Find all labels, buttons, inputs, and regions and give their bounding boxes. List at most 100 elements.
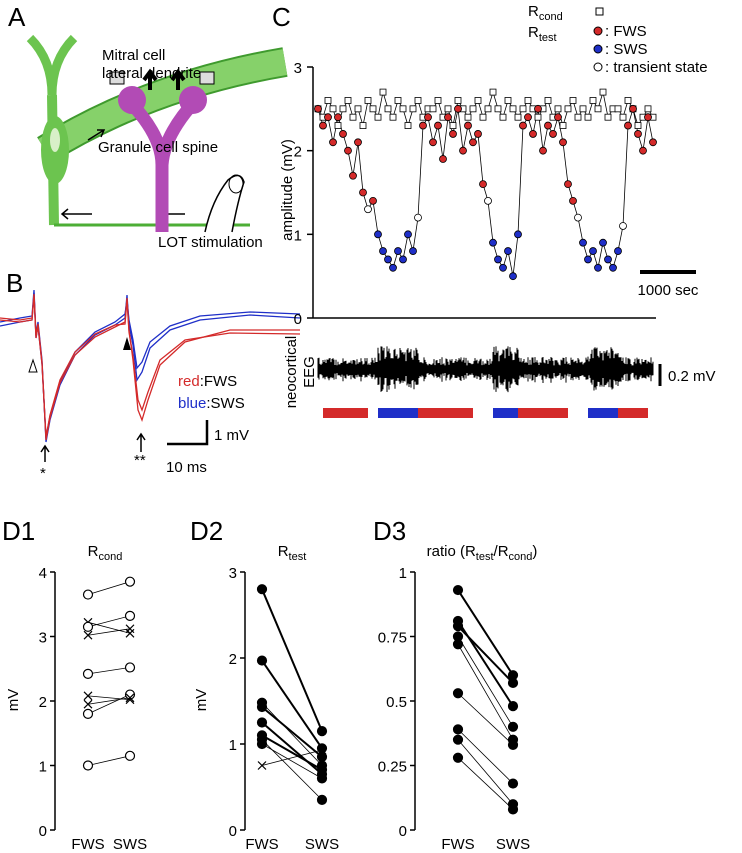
cross-marker	[125, 624, 135, 634]
circle-marker	[444, 113, 452, 122]
circle-marker	[399, 255, 407, 264]
text-part: )	[532, 543, 537, 560]
square-marker	[504, 97, 512, 104]
y-tick-label: 0	[229, 823, 237, 840]
dot-marker	[316, 725, 328, 737]
mitral-nucleus	[50, 128, 60, 152]
legend-label: blue:SWS	[178, 395, 245, 412]
dot-marker	[316, 743, 328, 754]
square-marker	[469, 105, 477, 113]
state-bar	[518, 408, 568, 418]
square-marker	[389, 113, 397, 121]
y-tick-label: 1	[229, 737, 237, 754]
eeg-label: neocortical	[283, 336, 300, 409]
square-marker	[489, 88, 497, 96]
eeg-label: EEG	[301, 356, 318, 388]
circle-marker	[524, 113, 532, 122]
circle-marker	[614, 247, 622, 255]
legend-text: :SWS	[206, 395, 244, 412]
circle-marker	[584, 255, 592, 264]
y-tick-label: 0	[39, 823, 47, 840]
circle-marker	[559, 138, 567, 147]
square-marker	[409, 105, 417, 113]
square-marker	[334, 122, 342, 129]
square-marker	[589, 97, 597, 104]
text-part: R	[88, 543, 99, 560]
square-marker	[429, 105, 437, 113]
square-marker	[434, 97, 442, 104]
circle-marker	[594, 263, 602, 272]
y-axis-label: mV	[193, 689, 210, 712]
circle-marker	[82, 621, 94, 632]
traces	[0, 289, 301, 443]
square-marker	[594, 105, 602, 113]
square-marker	[494, 105, 502, 113]
pair-line	[261, 749, 323, 766]
circle-marker	[484, 196, 492, 205]
square-marker	[544, 97, 552, 104]
square-marker	[339, 105, 347, 113]
y-tick-label: 3	[229, 565, 237, 582]
square-marker	[374, 113, 382, 121]
cross-marker	[83, 691, 93, 701]
circle-marker	[369, 196, 377, 205]
square-marker	[464, 113, 472, 121]
circle-marker	[569, 196, 577, 205]
circle-marker	[359, 188, 367, 197]
chart-title: Rtest	[278, 543, 307, 563]
pair-line	[261, 743, 323, 779]
square-marker	[384, 105, 392, 113]
square-marker	[619, 113, 627, 121]
circle-marker	[514, 230, 522, 239]
square-marker	[324, 97, 332, 104]
square-marker	[404, 122, 412, 129]
circle-marker	[634, 130, 642, 138]
circle-marker	[599, 238, 607, 247]
circle-marker	[479, 180, 487, 189]
y-tick-label: 1	[399, 565, 407, 582]
dot-marker	[452, 621, 464, 632]
legend-marker	[593, 62, 603, 72]
pair-line	[261, 734, 323, 771]
circle-marker	[604, 255, 612, 264]
circle-marker	[389, 263, 397, 272]
synapse-box	[109, 71, 125, 85]
circle-marker	[82, 760, 94, 771]
circle-marker	[124, 576, 136, 587]
subscript: cond	[98, 551, 122, 563]
legend-marker	[595, 7, 604, 16]
square-marker	[579, 105, 587, 113]
trace	[0, 295, 301, 438]
circle-marker	[319, 121, 327, 130]
square-marker	[369, 105, 377, 113]
pair-line	[87, 628, 131, 636]
diagram-label: lateral dendrite	[102, 65, 201, 82]
dot-marker	[256, 584, 268, 595]
legend-label: : SWS	[605, 41, 648, 58]
circle-marker	[419, 121, 427, 130]
subscript: test	[289, 551, 307, 563]
circle-marker	[544, 121, 552, 130]
cross-marker	[125, 693, 135, 703]
square-marker	[569, 97, 577, 104]
dot-marker	[507, 804, 519, 815]
square-marker	[564, 105, 572, 113]
dot-marker	[256, 717, 268, 728]
dot-marker	[452, 688, 464, 699]
legend-color: blue	[178, 395, 206, 412]
dot-marker	[452, 584, 464, 596]
subscript: cond	[509, 551, 533, 563]
y-tick-label: 2	[39, 694, 47, 711]
circle-marker	[539, 146, 547, 155]
circle-marker	[629, 104, 637, 113]
square-marker	[499, 113, 507, 121]
circle-marker	[124, 750, 136, 761]
square-marker	[379, 88, 387, 96]
circle-marker	[82, 589, 94, 600]
square-marker	[484, 105, 492, 113]
circle-marker	[504, 247, 512, 255]
circle-marker	[434, 121, 442, 130]
marker-label: **	[134, 452, 146, 469]
circle-marker	[349, 171, 357, 180]
cross-marker	[83, 630, 93, 640]
